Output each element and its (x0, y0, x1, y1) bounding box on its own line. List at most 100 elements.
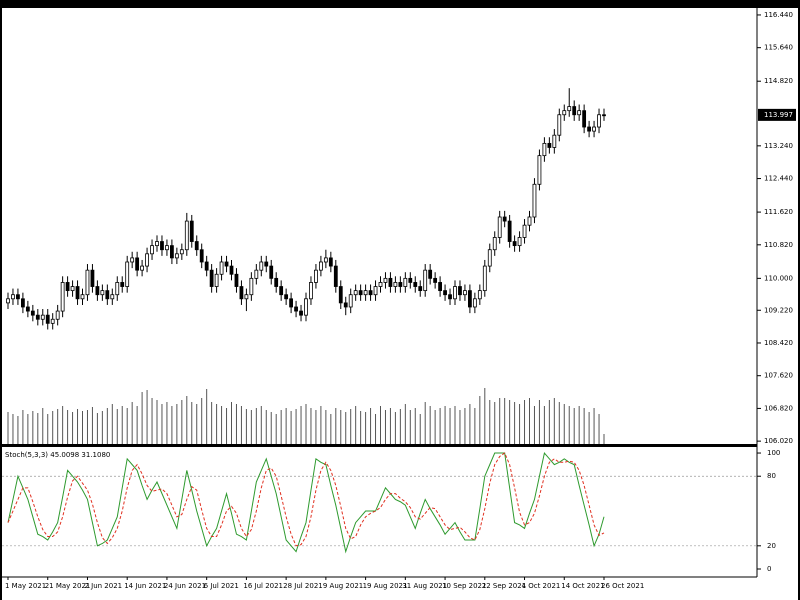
candle-body (388, 277, 393, 287)
candle-body (602, 114, 606, 117)
price-tag (758, 108, 796, 121)
candle-body (264, 261, 269, 267)
candle-body (333, 265, 338, 287)
candle-body (562, 110, 567, 116)
x-tick-label: 14 Jun 2021 (124, 582, 166, 590)
candle-body (458, 286, 462, 296)
y-tick-label: 106.020 (764, 437, 793, 445)
candle-body (552, 134, 557, 148)
candle-body (40, 314, 45, 320)
candle-body (582, 110, 587, 128)
candle-body (224, 261, 229, 267)
candle-body (184, 220, 189, 251)
candle-body (55, 310, 60, 320)
x-tick-label: 4 Oct 2021 (522, 582, 561, 590)
candle-body (532, 183, 537, 218)
candle-body (85, 269, 90, 296)
candle-body (259, 261, 264, 271)
candle-body (373, 286, 378, 296)
candle-body (135, 257, 140, 271)
candle-body (140, 265, 145, 271)
candle-body (75, 286, 80, 300)
candle-body (423, 269, 428, 292)
y-tick-label: 107.620 (764, 372, 793, 380)
candle-body (393, 282, 398, 287)
candle-body (304, 298, 308, 316)
x-tick-label: 14 Oct 2021 (561, 582, 604, 590)
candle-body (587, 126, 591, 132)
candle-body (418, 286, 423, 292)
candle-body (274, 277, 279, 287)
main-pane (2, 8, 757, 444)
candle-body (80, 294, 85, 300)
candle-body (517, 237, 522, 247)
candle-body (443, 290, 447, 296)
candle-body (378, 282, 383, 287)
candle-body (309, 282, 313, 300)
y-tick-label: 111.620 (764, 208, 793, 216)
candle-body (120, 282, 125, 287)
candle-body (284, 294, 289, 300)
x-tick-label: 9 Aug 2021 (323, 582, 363, 590)
candle-body (348, 294, 353, 308)
candle-body (467, 290, 472, 308)
candle-body (572, 106, 577, 116)
candle-body (130, 257, 135, 263)
candle-body (160, 241, 164, 251)
candle-body (497, 216, 502, 238)
x-tick-label: 24 Jun 2021 (164, 582, 206, 590)
candle-body (100, 290, 105, 296)
y-tick-label: 0 (767, 565, 771, 573)
candle-body (30, 310, 35, 316)
price-tag-label: 113.997 (764, 111, 793, 119)
candle-body (438, 282, 443, 292)
candle-body (6, 298, 10, 304)
candle-body (592, 126, 596, 132)
candle-body (597, 114, 601, 128)
x-tick-label: 10 Sep 2021 (442, 582, 486, 590)
candle-body (482, 265, 487, 292)
candle-body (328, 257, 333, 267)
candle-body (60, 282, 65, 312)
candle-body (428, 269, 433, 279)
candle-body (169, 245, 174, 259)
candle-body (323, 257, 328, 263)
x-tick-label: 6 Jul 2021 (204, 582, 239, 590)
candle-body (368, 290, 373, 296)
candle-body (194, 241, 199, 251)
candle-body (244, 294, 249, 300)
candle-body (70, 286, 75, 292)
candle-body (95, 286, 100, 296)
candle-body (279, 286, 284, 296)
y-tick-label: 110.820 (764, 241, 793, 249)
candle-body (502, 216, 507, 222)
stoch-title: Stoch(5,3,3) 45.0098 31.1080 (5, 451, 110, 459)
candle-body (463, 290, 467, 296)
candle-body (269, 265, 274, 279)
y-tick-label: 112.440 (764, 175, 793, 183)
candle-body (50, 318, 55, 324)
candle-body (537, 155, 542, 185)
candle-body (353, 290, 358, 296)
candle-body (448, 294, 452, 300)
candle-body (204, 261, 209, 271)
candle-body (527, 216, 532, 226)
y-tick-label: 20 (767, 542, 776, 550)
candle-body (542, 142, 547, 157)
candle-body (254, 269, 259, 279)
candle-body (398, 282, 403, 287)
candle-body (338, 286, 343, 304)
candle-body (522, 224, 527, 238)
y-tick-label: 108.420 (764, 339, 793, 347)
candle-body (318, 261, 323, 271)
candle-body (453, 286, 457, 300)
candle-body (110, 294, 115, 300)
candle-body (383, 277, 388, 283)
candle-body (16, 294, 20, 300)
candle-body (209, 269, 214, 287)
candle-body (363, 290, 368, 296)
candle-body (219, 261, 224, 275)
candle-body (229, 265, 234, 275)
candle-body (65, 282, 70, 292)
candle-body (145, 253, 149, 267)
